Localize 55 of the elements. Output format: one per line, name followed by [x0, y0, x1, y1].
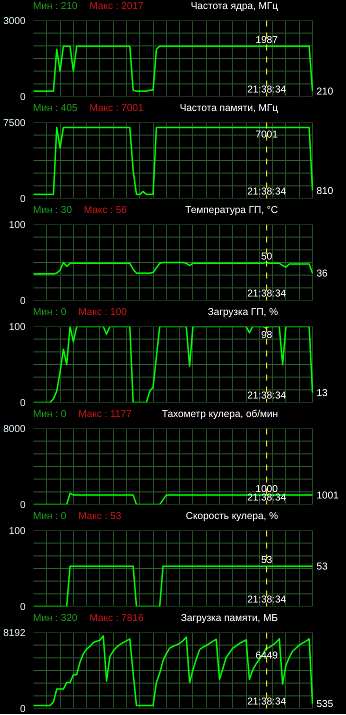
annotation: 21:38:34: [247, 288, 287, 300]
y-tick-label: 0: [20, 398, 26, 409]
annotation: 7001: [256, 130, 278, 141]
text: Мин : 0: [33, 511, 66, 522]
annotation: 50: [261, 252, 273, 262]
text: Макс : 1177: [78, 409, 132, 420]
annotation: 21:38:34: [247, 492, 287, 504]
annotation: 1000: [256, 484, 278, 495]
text: Макс : 56: [84, 205, 127, 216]
y-tick-label: 100: [8, 322, 26, 333]
text: Мин : 210: [33, 1, 78, 12]
text: Мин : 405: [33, 103, 78, 114]
y-tick-label: 0: [20, 296, 26, 307]
chart-title: Скорость кулера, %: [186, 510, 278, 524]
y-tick-label: 0: [20, 704, 26, 715]
annotation: 21:38:34: [247, 84, 287, 96]
text: 13: [316, 388, 328, 400]
text: 810: [316, 186, 334, 197]
chart-title: Частота памяти, МГц: [180, 102, 278, 116]
annotation: 21:38:34: [247, 696, 287, 708]
y-tick-label: 100: [8, 526, 26, 537]
annotation: 1987: [256, 35, 278, 46]
y-tick-label: 100: [8, 220, 26, 231]
y-tick-label: 0: [20, 194, 26, 205]
y-tick-label: 0: [20, 92, 26, 103]
text: Макс : 7001: [89, 103, 144, 114]
text: Макс : 2017: [89, 1, 144, 12]
y-tick-label: 8000: [3, 424, 26, 435]
text: 535: [316, 699, 334, 710]
text: Макс : 53: [78, 511, 122, 522]
y-tick-label: 0: [20, 500, 26, 511]
chart-title: Тахометр кулера, об/мин: [162, 408, 278, 422]
y-tick-label: 7500: [3, 118, 26, 129]
chart-title: Загрузка памяти, МБ: [180, 612, 278, 626]
chart-title: Температура ГП, °C: [185, 204, 278, 218]
text: 53: [316, 562, 328, 573]
text: Мин : 0: [33, 307, 66, 318]
text: Макс : 100: [78, 307, 127, 318]
annotation: 21:38:34: [247, 186, 287, 198]
text: 36: [316, 268, 328, 280]
y-tick-label: 0: [20, 602, 26, 613]
text: Мин : 320: [33, 613, 78, 624]
annotation: 98: [261, 330, 273, 342]
y-tick-label: 3000: [3, 16, 26, 27]
chart-title: Загрузка ГП, %: [208, 306, 278, 320]
text: Макс : 7816: [89, 613, 144, 624]
text: Мин : 0: [33, 409, 66, 420]
text: 210: [316, 86, 334, 98]
annotation: 53: [261, 555, 273, 566]
text: Мин : 30: [33, 205, 72, 216]
annotation: 21:38:34: [247, 390, 287, 402]
annotation: 21:38:34: [247, 594, 287, 606]
chart-title: Частота ядра, МГц: [190, 0, 278, 14]
text: 1001: [316, 490, 340, 502]
y-tick-label: 8192: [3, 628, 26, 639]
